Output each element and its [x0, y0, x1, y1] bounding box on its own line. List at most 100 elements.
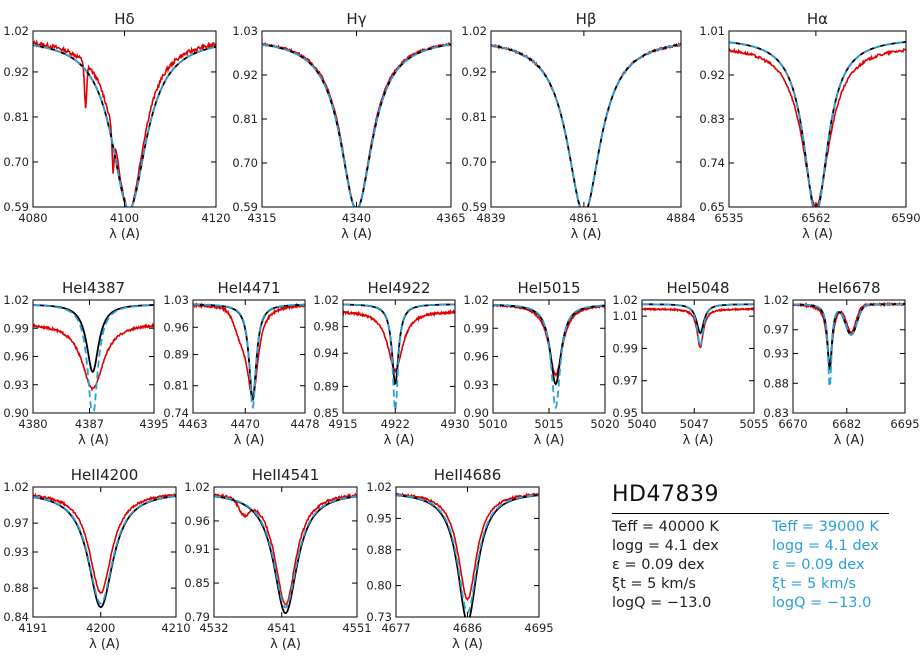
- model-a-line: [491, 43, 681, 207]
- x-tick-label: 4463: [178, 417, 207, 431]
- x-axis-label: λ (A): [834, 433, 865, 448]
- x-tick-label: 4100: [110, 211, 139, 225]
- model-b-line: [396, 494, 539, 614]
- y-tick-label: 1.03: [163, 293, 189, 307]
- x-axis-label: λ (A): [683, 433, 714, 448]
- y-tick-label: 0.97: [3, 516, 29, 530]
- y-tick-label: 0.81: [3, 110, 29, 124]
- model-a-line: [729, 41, 906, 207]
- x-tick-label: 4120: [201, 211, 230, 225]
- panel-heii4686: 4677 4686 4695 1.02 0.95 0.88 0.80 0.73 HeII4686…: [366, 466, 553, 652]
- y-tick-label: 1.02: [763, 293, 789, 307]
- y-tick-label: 1.02: [461, 24, 487, 38]
- y-tick-label: 0.74: [163, 406, 189, 420]
- plot-frame: [492, 299, 606, 414]
- model-a-line: [642, 303, 754, 335]
- x-tick-label: 4210: [161, 621, 190, 635]
- y-tick-label: 0.94: [313, 346, 339, 360]
- y-tick-label: 0.92: [461, 65, 487, 79]
- y-tick-label: 1.02: [3, 24, 29, 38]
- y-tick-label: 0.80: [366, 579, 392, 593]
- y-tick-label: 0.59: [3, 200, 29, 214]
- panel-title: HeI5048: [666, 279, 729, 297]
- panel-heii4200: 4191 4200 4210 1.02 0.97 0.93 0.88 0.84 HeII4200…: [3, 466, 190, 652]
- x-tick-label: 4191: [18, 621, 47, 635]
- model-b-line: [491, 43, 681, 207]
- panel-title: HeI6678: [817, 279, 880, 297]
- x-tick-label: 4478: [290, 417, 319, 431]
- observed-spectrum-line: [33, 39, 216, 207]
- y-tick-label: 0.85: [184, 576, 210, 590]
- model-b-logg: logg = 4.1 dex: [772, 538, 879, 554]
- x-axis-label: λ (A): [571, 227, 602, 242]
- observed-spectrum-line: [729, 47, 906, 207]
- x-tick-label: 5020: [590, 417, 619, 431]
- model-a-logq: logQ = −13.0: [612, 595, 712, 611]
- model-a-line: [33, 44, 216, 207]
- y-tick-label: 0.83: [699, 112, 725, 126]
- x-tick-label: 4340: [342, 211, 371, 225]
- model-b-line: [493, 303, 605, 410]
- observed-spectrum-line: [33, 322, 154, 392]
- panel-hei4922: 4915 4922 4930 1.02 0.98 0.94 0.89 0.85 HeI4922 λ…: [313, 279, 469, 448]
- model-a-line: [193, 303, 305, 402]
- y-tick-label: 0.96: [163, 320, 189, 334]
- x-tick-label: 4930: [440, 417, 469, 431]
- panel-hei5048: 5040 5047 5055 1.02 1.01 0.99 0.97 0.95 HeI5048 λ…: [612, 279, 768, 448]
- x-tick-label: 4200: [86, 621, 115, 635]
- panel-title: HeI4922: [367, 279, 430, 297]
- y-tick-label: 0.88: [366, 543, 392, 557]
- panel-rule: [612, 513, 889, 514]
- x-axis-label: λ (A): [109, 227, 140, 242]
- y-tick-label: 0.85: [313, 406, 339, 420]
- y-tick-label: 0.73: [366, 610, 392, 624]
- y-tick-label: 0.97: [612, 374, 638, 388]
- x-tick-label: 6535: [714, 211, 743, 225]
- y-tick-label: 0.90: [3, 406, 29, 420]
- y-tick-label: 0.93: [763, 347, 789, 361]
- plot-frame: [490, 30, 682, 208]
- panel-title: Hδ: [114, 10, 134, 28]
- plot-frame: [342, 299, 456, 414]
- y-tick-label: 0.92: [232, 68, 258, 82]
- y-tick-label: 0.95: [612, 406, 638, 420]
- x-tick-label: 4470: [231, 417, 260, 431]
- x-tick-label: 6590: [891, 211, 920, 225]
- panel-title: Hα: [807, 10, 828, 28]
- model-b-line: [793, 303, 905, 390]
- y-tick-label: 1.02: [3, 480, 29, 494]
- panel-title: HeII4541: [252, 466, 320, 484]
- x-tick-label: 4686: [453, 621, 482, 635]
- x-tick-label: 6682: [832, 417, 861, 431]
- x-axis-label: λ (A): [534, 433, 565, 448]
- x-tick-label: 6562: [801, 211, 830, 225]
- y-tick-label: 0.92: [699, 68, 725, 82]
- x-tick-label: 4380: [18, 417, 47, 431]
- y-tick-label: 0.99: [612, 341, 638, 355]
- x-tick-label: 6695: [890, 417, 919, 431]
- y-tick-label: 0.91: [184, 542, 210, 556]
- model-b-logq: logQ = −13.0: [772, 595, 872, 611]
- y-tick-label: 0.74: [699, 156, 725, 170]
- y-tick-label: 0.79: [184, 610, 210, 624]
- y-tick-label: 1.02: [3, 293, 29, 307]
- x-tick-label: 4365: [436, 211, 465, 225]
- y-tick-label: 0.65: [699, 200, 725, 214]
- x-tick-label: 4677: [381, 621, 410, 635]
- panel-hei4387: 4380 4387 4395 1.02 0.99 0.96 0.93 0.90 HeI4387 λ…: [3, 279, 168, 448]
- x-tick-label: 5010: [478, 417, 507, 431]
- y-tick-label: 0.81: [163, 379, 189, 393]
- x-tick-label: 4551: [342, 621, 371, 635]
- panel-hδ: 4080 4100 4120 1.02 0.92 0.81 0.70 0.59 Hδ λ (A): [3, 10, 230, 242]
- y-tick-label: 0.70: [461, 155, 487, 169]
- model-b-parameters: Teff = 39000 K logg = 4.1 dex ε = 0.09 d…: [772, 518, 879, 613]
- x-axis-label: λ (A): [384, 433, 415, 448]
- x-tick-label: 5047: [680, 417, 709, 431]
- observed-spectrum-line: [396, 492, 539, 602]
- panel-hα: 6535 6562 6590 1.01 0.92 0.83 0.74 0.65 Hα λ (A): [699, 10, 920, 242]
- plot-frame: [192, 299, 306, 414]
- x-axis-label: λ (A): [89, 637, 120, 652]
- x-axis-label: λ (A): [78, 433, 109, 448]
- model-a-teff: Teff = 40000 K: [612, 519, 719, 535]
- y-tick-label: 0.89: [313, 379, 339, 393]
